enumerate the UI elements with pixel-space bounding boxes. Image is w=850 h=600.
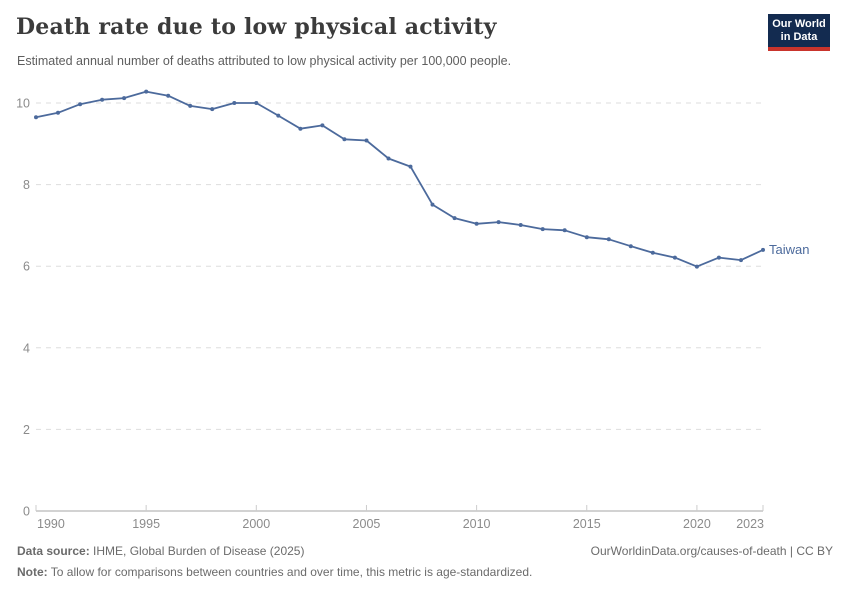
x-tick-label-2020: 2020 [683,517,711,531]
data-point-taiwan-1990 [34,115,38,120]
data-point-taiwan-1997 [188,103,193,108]
data-source-label: Data source: [17,544,90,558]
note-text: To allow for comparisons between countri… [47,565,533,579]
data-point-taiwan-1993 [100,97,105,102]
owid-logo-red-bar [768,47,830,51]
y-tick-label-10: 10 [16,97,30,111]
owid-logo-line1: Our World [772,18,826,30]
chart-footer: Data source: IHME, Global Burden of Dise… [17,541,833,583]
data-point-taiwan-2017 [628,244,633,249]
data-point-taiwan-2012 [518,223,523,227]
data-point-taiwan-2018 [650,250,655,255]
data-point-taiwan-2006 [386,156,391,161]
data-point-taiwan-1996 [166,93,171,98]
data-source-line: Data source: IHME, Global Burden of Dise… [17,541,304,562]
data-point-taiwan-1994 [122,96,127,101]
data-point-taiwan-2002 [298,126,303,131]
data-point-taiwan-2005 [364,138,369,143]
data-point-taiwan-2009 [452,216,457,221]
y-tick-label-8: 8 [23,178,30,192]
data-point-taiwan-1998 [210,107,215,112]
footer-credit-link[interactable]: OurWorldinData.org/causes-of-death | CC … [590,544,833,558]
data-source-text: IHME, Global Burden of Disease (2025) [89,544,305,558]
data-point-taiwan-2001 [276,113,281,118]
data-point-taiwan-2003 [320,123,325,128]
data-point-taiwan-2016 [606,237,611,242]
data-point-taiwan-1999 [232,101,237,105]
series-line-taiwan[interactable] [35,90,764,268]
x-tick-label-2015: 2015 [573,517,601,531]
data-point-taiwan-2011 [496,220,501,225]
data-point-taiwan-2008 [430,202,435,207]
y-tick-label-6: 6 [23,260,30,274]
chart-subtitle: Estimated annual number of deaths attrib… [17,54,512,68]
y-tick-label-2: 2 [23,423,30,437]
data-point-taiwan-2022 [739,258,743,263]
data-point-taiwan-2000 [254,101,259,105]
data-point-taiwan-1991 [56,110,60,115]
x-tick-label-1990: 1990 [37,517,65,531]
entity-label-taiwan[interactable]: Taiwan [769,242,809,257]
note-label: Note: [17,565,48,579]
owid-logo-box: Our World in Data [768,14,830,47]
data-point-taiwan-2023 [761,247,765,252]
x-tick-label-1995: 1995 [132,517,160,531]
data-point-taiwan-2004 [342,137,347,142]
data-point-taiwan-2010 [474,221,479,226]
data-point-taiwan-2013 [540,227,545,232]
x-tick-label-2023: 2023 [736,517,764,531]
owid-logo-line2: in Data [780,31,818,43]
owid-logo[interactable]: Our World in Data [768,14,830,51]
data-point-taiwan-2014 [562,228,567,233]
data-point-taiwan-2021 [716,255,721,260]
data-point-taiwan-2015 [584,235,589,240]
x-tick-label-2000: 2000 [242,517,270,531]
y-tick-label-0: 0 [23,505,30,519]
chart-title: Death rate due to low physical activity [16,14,497,40]
data-point-taiwan-2019 [672,255,677,260]
x-tick-label-2005: 2005 [353,517,381,531]
note-line: Note: To allow for comparisons between c… [17,562,833,583]
data-point-taiwan-1992 [78,102,83,107]
data-point-taiwan-2007 [408,164,413,169]
data-point-taiwan-1995 [144,89,149,94]
data-point-taiwan-2020 [694,264,699,269]
x-tick-label-2010: 2010 [463,517,491,531]
y-tick-label-4: 4 [23,341,30,355]
